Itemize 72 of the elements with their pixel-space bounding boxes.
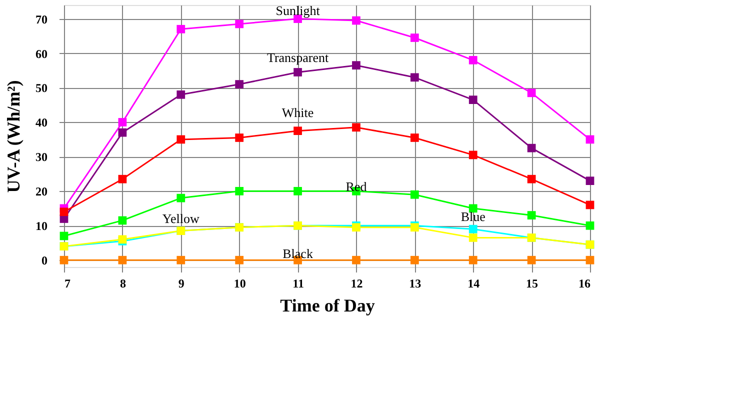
point <box>118 118 127 126</box>
point <box>468 256 478 264</box>
x-tick-label: 13 <box>409 276 422 290</box>
point <box>527 88 536 98</box>
point <box>468 96 478 104</box>
y-tick-label: 20 <box>36 184 48 199</box>
series-label: Blue <box>460 209 486 224</box>
point <box>235 186 244 196</box>
point <box>294 126 302 136</box>
y-tick-label: 30 <box>36 150 48 164</box>
point <box>176 194 186 202</box>
point <box>352 256 360 264</box>
series-label: White <box>282 104 314 120</box>
point <box>468 234 478 242</box>
series-label: Sunlight <box>276 2 320 18</box>
point <box>294 186 302 196</box>
point <box>527 144 536 152</box>
point <box>352 16 360 25</box>
x-tick-label: 9 <box>178 276 184 290</box>
point <box>60 208 68 216</box>
y-tick-label: 0 <box>42 254 48 268</box>
y-tick-label: 10 <box>36 219 48 234</box>
point <box>410 256 419 264</box>
y-tick-label: 60 <box>36 46 48 61</box>
x-tick-label: 14 <box>468 276 480 290</box>
point <box>235 134 244 142</box>
point <box>527 256 536 264</box>
x-tick-label: 8 <box>120 276 126 290</box>
point <box>176 24 186 34</box>
point <box>527 211 536 220</box>
point <box>586 176 594 185</box>
x-tick-label: 11 <box>292 276 304 290</box>
point <box>410 134 419 142</box>
point <box>176 256 186 264</box>
series-label: Transparent <box>266 50 329 66</box>
point <box>410 34 419 42</box>
series-label: Red <box>346 179 368 194</box>
point <box>410 73 419 82</box>
point <box>527 174 536 184</box>
point <box>410 190 419 199</box>
point <box>586 200 594 210</box>
y-tick-label: 50 <box>36 81 48 96</box>
x-tick-label: 7 <box>64 276 70 290</box>
point <box>235 256 244 264</box>
point <box>118 216 127 225</box>
point <box>235 20 244 28</box>
point <box>118 174 127 184</box>
point <box>468 150 478 160</box>
y-tick-label: 40 <box>36 116 48 130</box>
x-tick-label: 10 <box>234 276 246 290</box>
point <box>294 68 302 76</box>
point <box>235 80 244 88</box>
y-tick-label: 70 <box>36 12 48 26</box>
point <box>352 123 360 132</box>
series-label: Black <box>282 246 314 262</box>
point <box>60 232 68 240</box>
x-tick-label: 12 <box>350 276 363 290</box>
x-axis-title: Time of Day <box>280 296 375 316</box>
x-tick-label: 15 <box>526 276 538 290</box>
x-tick-label: 16 <box>578 276 590 290</box>
point <box>468 56 478 64</box>
point <box>176 90 186 99</box>
point <box>586 256 594 264</box>
point <box>352 61 360 70</box>
point <box>118 128 127 137</box>
point <box>586 221 594 230</box>
series-label: Yellow <box>162 210 200 226</box>
point <box>176 135 186 144</box>
y-axis-title: UV-A (Wh/m²) <box>4 80 24 193</box>
point <box>118 256 127 264</box>
point <box>586 135 594 144</box>
point <box>468 224 478 234</box>
